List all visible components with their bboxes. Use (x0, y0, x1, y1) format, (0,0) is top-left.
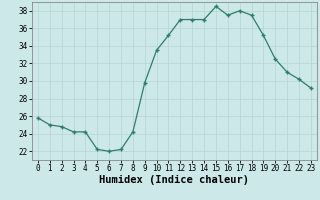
X-axis label: Humidex (Indice chaleur): Humidex (Indice chaleur) (100, 175, 249, 185)
